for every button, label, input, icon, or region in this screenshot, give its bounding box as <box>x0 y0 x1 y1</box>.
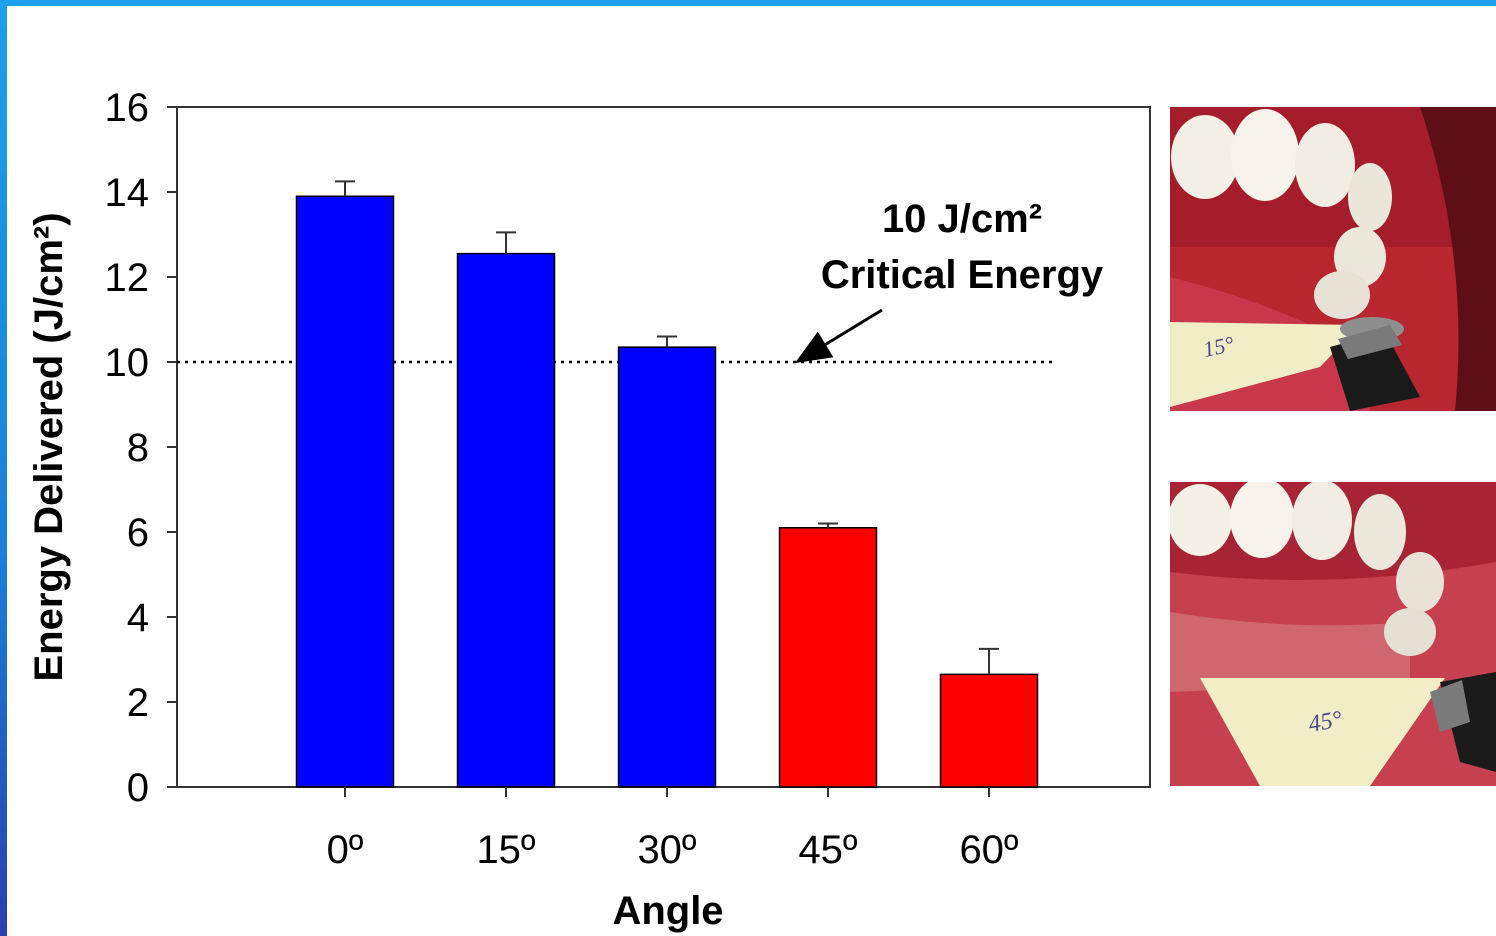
annotation-arrow <box>794 308 883 364</box>
dental-photo-45-degree: 45° <box>1170 482 1496 786</box>
y-tick-label: 0 <box>127 766 149 810</box>
y-tick-label: 14 <box>105 171 150 215</box>
bar-0 <box>295 195 395 788</box>
y-tick-label: 12 <box>105 256 150 300</box>
y-tick-label: 8 <box>127 426 149 470</box>
slide-frame-top <box>0 0 1496 6</box>
bar-2 <box>617 346 717 788</box>
y-axis-title: Energy Delivered (J/cm²) <box>27 212 71 681</box>
y-tick-label: 16 <box>105 86 150 130</box>
x-tick-label: 30º <box>637 828 696 872</box>
photo-label-45: 45° <box>1307 706 1345 738</box>
critical-energy-caption: Critical Energy <box>821 253 1104 297</box>
slide-frame-left <box>0 0 7 936</box>
plot-area: 0 2 4 6 8 10 12 14 16 0º 15º 30º 45º 60º <box>105 86 1151 872</box>
y-tick-label: 10 <box>105 341 150 385</box>
x-tick-label: 0º <box>327 828 364 872</box>
y-tick-label: 2 <box>127 681 149 725</box>
bar-3 <box>778 527 878 788</box>
y-tick-label: 4 <box>127 596 149 640</box>
y-tick-label: 6 <box>127 511 149 555</box>
bar-1 <box>456 252 556 788</box>
x-tick-label: 45º <box>798 828 857 872</box>
critical-energy-value-label: 10 J/cm² <box>882 197 1042 241</box>
bar-4 <box>939 673 1039 788</box>
x-axis-title: Angle <box>612 889 723 933</box>
dental-photo-15-degree: 15° <box>1170 107 1496 411</box>
x-tick-label: 15º <box>476 828 535 872</box>
x-tick-label: 60º <box>959 828 1018 872</box>
